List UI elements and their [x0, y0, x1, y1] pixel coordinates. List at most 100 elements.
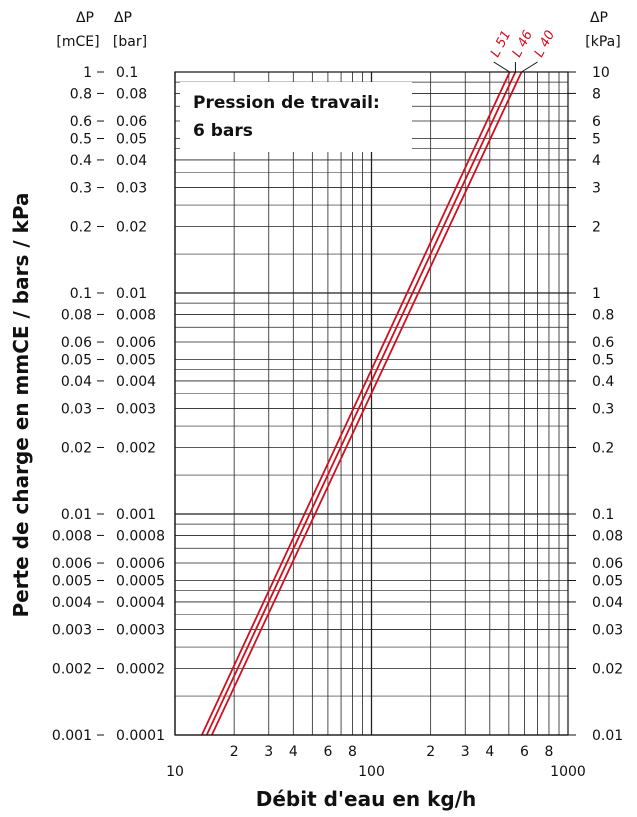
- mce-tick-label: 0.1: [70, 286, 92, 302]
- mce-tick-label: 0.5: [70, 132, 92, 148]
- kpa-axis-header-unit: [kPa]: [585, 34, 620, 50]
- series-line-l46: [205, 71, 517, 736]
- bar-axis-header-symbol: ΔP: [114, 10, 132, 26]
- series-curves: [201, 71, 523, 736]
- kpa-tick-label: 6: [592, 114, 601, 130]
- x-minor-tick-label: 8: [348, 744, 357, 760]
- x-major-tick-label: 10: [166, 764, 184, 780]
- mce-tick-label: 0.2: [70, 219, 92, 235]
- kpa-tick-label: 3: [592, 181, 601, 197]
- x-major-tick-label: 100: [358, 764, 385, 780]
- bar-tick-label: 0.0006: [116, 556, 165, 572]
- plot-frame: [174, 71, 569, 736]
- left-mce-axis: 1 0.8 0.6 0.5 0.4 0.3 0.2 0.1 0.08 0.06 0.05 0.04 0.…: [52, 65, 104, 744]
- mce-tick-label: 0.006: [52, 556, 92, 572]
- x-minor-tick-label: 2: [230, 744, 239, 760]
- bar-tick-label: 0.05: [116, 132, 147, 148]
- mce-tick-label: 0.004: [52, 595, 92, 611]
- kpa-tick-label: 0.05: [592, 574, 623, 590]
- series-line-l40: [211, 71, 523, 736]
- right-kpa-axis: 10 8 6 5 4 3 2 1 0.8 0.6 0.5 0.4 0.3 0.2 0.1 0.08 0.06 0.…: [568, 65, 623, 744]
- annotation-background: [180, 82, 412, 152]
- mce-tick-label: 0.04: [61, 374, 92, 390]
- bar-axis-header-unit: [bar]: [113, 34, 147, 50]
- kpa-tick-label: 0.1: [592, 507, 614, 523]
- kpa-tick-label: 0.01: [592, 728, 623, 744]
- mce-tick-label: 0.05: [61, 353, 92, 369]
- kpa-tick-label: 0.6: [592, 335, 614, 351]
- bar-tick-label: 0.0003: [116, 623, 165, 639]
- mce-tick-label: 0.4: [70, 153, 92, 169]
- x-minor-tick-label: 4: [289, 744, 298, 760]
- mce-tick-label: 0.03: [61, 402, 92, 418]
- bar-tick-label: 0.001: [116, 507, 156, 523]
- bar-tick-label: 0.1: [116, 65, 138, 81]
- bar-tick-label: 0.0001: [116, 728, 165, 744]
- kpa-tick-label: 0.06: [592, 556, 623, 572]
- kpa-tick-label: 0.03: [592, 623, 623, 639]
- series-label: L 46: [510, 28, 536, 60]
- mce-tick-label: 0.06: [61, 335, 92, 351]
- grid: [174, 72, 568, 736]
- kpa-tick-label: 0.5: [592, 353, 614, 369]
- mce-tick-label: 0.001: [52, 728, 92, 744]
- series-leader-line: [493, 61, 510, 73]
- kpa-axis-header-symbol: ΔP: [590, 10, 608, 26]
- mce-tick-label: 1: [83, 65, 92, 81]
- series-label: L 40: [532, 28, 558, 60]
- mce-tick-label: 0.08: [61, 307, 92, 323]
- mce-tick-label: 0.02: [61, 440, 92, 456]
- kpa-tick-label: 0.3: [592, 402, 614, 418]
- mce-tick-label: 0.01: [61, 507, 92, 523]
- kpa-tick-label: 0.4: [592, 374, 614, 390]
- kpa-tick-label: 1: [592, 286, 601, 302]
- y-axis-label: Perte de charge en mmCE / bars / kPa: [9, 192, 33, 617]
- bar-tick-label: 0.0004: [116, 595, 165, 611]
- bar-tick-label: 0.08: [116, 86, 147, 102]
- bar-tick-label: 0.06: [116, 114, 147, 130]
- series-leader-line: [521, 61, 538, 73]
- kpa-tick-label: 0.02: [592, 661, 623, 677]
- kpa-tick-label: 8: [592, 86, 601, 102]
- bar-tick-label: 0.008: [116, 307, 156, 323]
- bar-tick-label: 0.004: [116, 374, 156, 390]
- mce-tick-label: 0.8: [70, 86, 92, 102]
- mce-tick-label: 0.3: [70, 181, 92, 197]
- bar-tick-label: 0.002: [116, 440, 156, 456]
- x-minor-tick-label: 6: [323, 744, 332, 760]
- mce-tick-label: 0.005: [52, 574, 92, 590]
- x-minor-tick-label: 3: [461, 744, 470, 760]
- annotation-line-2: 6 bars: [193, 121, 253, 141]
- x-major-tick-label: 1000: [550, 764, 586, 780]
- mce-tick-label: 0.008: [52, 528, 92, 544]
- kpa-tick-label: 0.2: [592, 440, 614, 456]
- bar-tick-label: 0.003: [116, 402, 156, 418]
- bar-tick-label: 0.0008: [116, 528, 165, 544]
- mce-axis-header-symbol: ΔP: [76, 10, 94, 26]
- x-minor-tick-label: 8: [544, 744, 553, 760]
- bar-tick-label: 0.04: [116, 153, 147, 169]
- bar-tick-label: 0.006: [116, 335, 156, 351]
- bar-tick-label: 0.0002: [116, 661, 165, 677]
- kpa-tick-label: 0.04: [592, 595, 623, 611]
- kpa-tick-label: 2: [592, 219, 601, 235]
- series-labels: L 51L 46L 40: [488, 28, 558, 73]
- left-bar-axis: 0.1 0.08 0.06 0.05 0.04 0.03 0.02 0.01 0.008 0.00…: [116, 65, 165, 744]
- mce-tick-label: 0.6: [70, 114, 92, 130]
- mce-axis-header-unit: [mCE]: [56, 34, 99, 50]
- kpa-tick-label: 0.8: [592, 307, 614, 323]
- x-minor-tick-label: 3: [264, 744, 273, 760]
- x-minor-tick-label: 6: [520, 744, 529, 760]
- bar-tick-label: 0.02: [116, 219, 147, 235]
- series-line-l51: [201, 71, 511, 736]
- mce-tick-label: 0.003: [52, 623, 92, 639]
- kpa-tick-label: 10: [592, 65, 610, 81]
- bar-tick-label: 0.0005: [116, 574, 165, 590]
- x-minor-tick-label: 4: [485, 744, 494, 760]
- kpa-tick-label: 4: [592, 153, 601, 169]
- x-minor-tick-label: 2: [426, 744, 435, 760]
- bar-tick-label: 0.01: [116, 286, 147, 302]
- bar-tick-label: 0.005: [116, 353, 156, 369]
